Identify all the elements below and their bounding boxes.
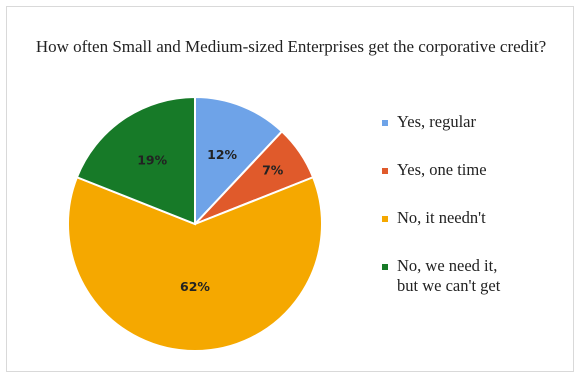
pie-label-no-needn-t: 62% xyxy=(180,279,210,294)
chart-legend: Yes, regular Yes, one time No, it needn'… xyxy=(382,112,572,324)
legend-item-yes-one-time: Yes, one time xyxy=(382,160,572,180)
pie-slice-no-cant-get xyxy=(75,95,196,226)
pie-label-no-cant-get: 19% xyxy=(137,152,167,167)
legend-label-yes-one-time: Yes, one time xyxy=(397,160,487,179)
pie-slice-yes-regular xyxy=(194,95,284,227)
legend-item-no-needn-t: No, it needn't xyxy=(382,208,572,228)
legend-swatch-no-cant-get xyxy=(382,264,388,270)
legend-label-no-cant-get: No, we need it, but we can't get xyxy=(397,256,501,295)
pie-label-yes-one-time: 7% xyxy=(262,163,284,178)
chart-title: How often Small and Medium-sized Enterpr… xyxy=(35,37,547,56)
legend-swatch-no-needn-t xyxy=(382,216,388,222)
legend-swatch-yes-one-time xyxy=(382,168,388,174)
pie-slice-no-needn-t xyxy=(67,175,323,352)
legend-item-yes-regular: Yes, regular xyxy=(382,112,572,132)
pie-label-yes-regular: 12% xyxy=(207,147,237,162)
legend-label-no-needn-t: No, it needn't xyxy=(397,208,486,227)
legend-swatch-yes-regular xyxy=(382,120,388,126)
legend-label-yes-regular: Yes, regular xyxy=(397,112,476,131)
legend-item-no-cant-get: No, we need it, but we can't get xyxy=(382,256,572,296)
